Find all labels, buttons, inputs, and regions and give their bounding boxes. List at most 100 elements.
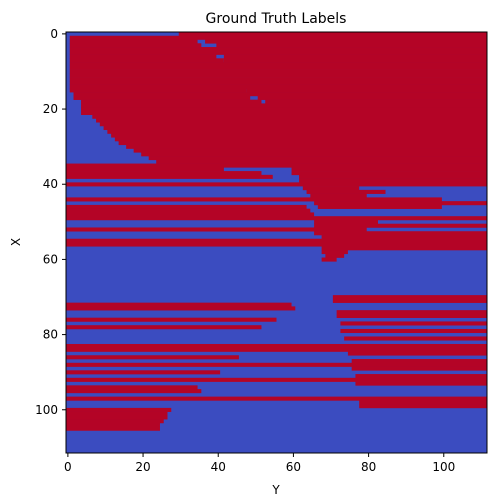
plot-frame <box>65 31 488 454</box>
heatmap-cell-run <box>141 152 487 157</box>
heatmap-cell-run <box>69 65 487 70</box>
heatmap-cell-run <box>314 219 378 225</box>
heatmap-cell-run <box>332 295 487 300</box>
heatmap-cell-run <box>81 103 487 108</box>
heatmap-cell-run <box>81 107 487 112</box>
heatmap-cell-run <box>81 99 262 104</box>
heatmap-cell-run <box>291 171 487 176</box>
heatmap-cell-run <box>66 212 315 217</box>
heatmap-cell-run <box>265 99 487 104</box>
heatmap-cell-run <box>69 43 202 48</box>
heatmap-cell-run <box>66 216 487 221</box>
heatmap-cell-run <box>246 88 487 93</box>
heatmap-cell-run <box>156 159 487 164</box>
heatmap-cell-run <box>306 189 386 194</box>
y-tick-label: 0 <box>50 27 58 41</box>
heatmap-cell-run <box>321 246 487 251</box>
heatmap-cell-run <box>103 125 487 131</box>
heatmap-cell-run <box>321 234 487 240</box>
heatmap-cell-run <box>351 366 487 371</box>
x-tick-label: 40 <box>211 460 226 474</box>
heatmap-cell-run <box>66 242 487 247</box>
heatmap-cell-run <box>302 186 360 191</box>
heatmap-cell-run <box>69 73 487 78</box>
heatmap-cell-run <box>66 325 262 330</box>
heatmap-cell-run <box>69 80 487 85</box>
heatmap-cell-run <box>223 54 488 59</box>
heatmap-cell-run <box>118 141 488 146</box>
heatmap-cell-run <box>69 35 487 40</box>
heatmap-cell-run <box>73 95 251 100</box>
heatmap-cell-run <box>340 321 487 326</box>
heatmap-cell-run <box>66 411 168 416</box>
heatmap-cell-run <box>66 415 168 420</box>
heatmap-cell-run <box>321 257 337 262</box>
heatmap-cell-run <box>69 84 487 89</box>
heatmap-cell-run <box>73 92 488 97</box>
heatmap-cell-run <box>66 197 442 202</box>
heatmap-cell-run <box>66 171 262 176</box>
heatmap-cell-run <box>66 407 172 412</box>
x-tick-label: 0 <box>64 460 72 474</box>
heatmap-cell-run <box>66 396 487 401</box>
heatmap-cell-run <box>148 156 487 161</box>
heatmap-cell-run <box>69 50 487 55</box>
heatmap-cell-run <box>347 351 487 356</box>
heatmap-cell-run <box>66 238 487 243</box>
chart-title: Ground Truth Labels <box>206 11 347 27</box>
heatmap-cell-run <box>126 144 487 149</box>
heatmap-cell-run <box>66 317 277 322</box>
heatmap-cell-run <box>216 43 488 48</box>
heatmap-cell-run <box>66 204 307 209</box>
heatmap-cell-run <box>355 374 487 379</box>
y-tick-label: 40 <box>43 177 58 191</box>
heatmap-cell-run <box>69 69 487 74</box>
heatmap-cell-run <box>66 182 300 187</box>
heatmap-cell-run <box>66 302 292 307</box>
x-tick-label: 80 <box>361 460 376 474</box>
heatmap-cell-run <box>66 385 198 390</box>
heatmap-cell-run <box>114 137 488 142</box>
heatmap-cell-run <box>359 404 487 409</box>
heatmap-cell-run <box>69 47 487 52</box>
y-axis-label: X <box>9 238 23 246</box>
heatmap-cell-run <box>111 133 488 138</box>
heatmap-cell-run <box>69 54 217 59</box>
heatmap-cell-run <box>69 58 224 63</box>
y-tick-label: 100 <box>35 403 58 417</box>
heatmap-cell-run <box>66 347 487 352</box>
x-axis-ticks: 0 20 40 60 80 100 <box>64 453 455 474</box>
heatmap-cell-run <box>99 122 487 127</box>
heatmap-cell-run <box>314 231 487 236</box>
heatmap-cell-run <box>66 343 487 349</box>
heatmap-cell-run <box>310 193 367 198</box>
heatmap-cell-run <box>359 400 487 405</box>
heatmap-cell-run <box>66 426 160 431</box>
heatmap-cell-run <box>81 110 487 115</box>
heatmap-cell-run <box>66 167 224 172</box>
heatmap-cell-run <box>336 310 487 315</box>
x-tick-label: 60 <box>286 460 301 474</box>
heatmap-cell-run <box>336 313 487 318</box>
heatmap-cell-run <box>69 62 487 67</box>
heatmap-cell-run <box>314 223 487 228</box>
heatmap-cell-run <box>299 174 487 179</box>
heatmap-cell-run <box>69 88 247 93</box>
heatmap-cell-run <box>257 95 487 100</box>
heatmap-cell-run <box>332 298 487 303</box>
y-tick-label: 80 <box>43 328 58 342</box>
heatmap-cell-run <box>299 178 487 183</box>
heatmap-cell-run <box>66 306 296 311</box>
heatmap-cell-run <box>291 167 487 172</box>
heatmap-cell-run <box>66 174 273 179</box>
y-tick-label: 60 <box>43 252 58 266</box>
heatmap-cell-run <box>66 355 239 360</box>
heatmap-cell-run <box>69 39 198 44</box>
heatmap-cell-run <box>325 253 345 258</box>
y-axis-ticks: 0 20 40 60 80 100 <box>35 27 66 417</box>
heatmap-cell-run <box>66 389 202 394</box>
heatmap-cells <box>66 32 488 453</box>
heatmap-cell-run <box>351 359 487 364</box>
heatmap-cell-run <box>223 58 488 63</box>
